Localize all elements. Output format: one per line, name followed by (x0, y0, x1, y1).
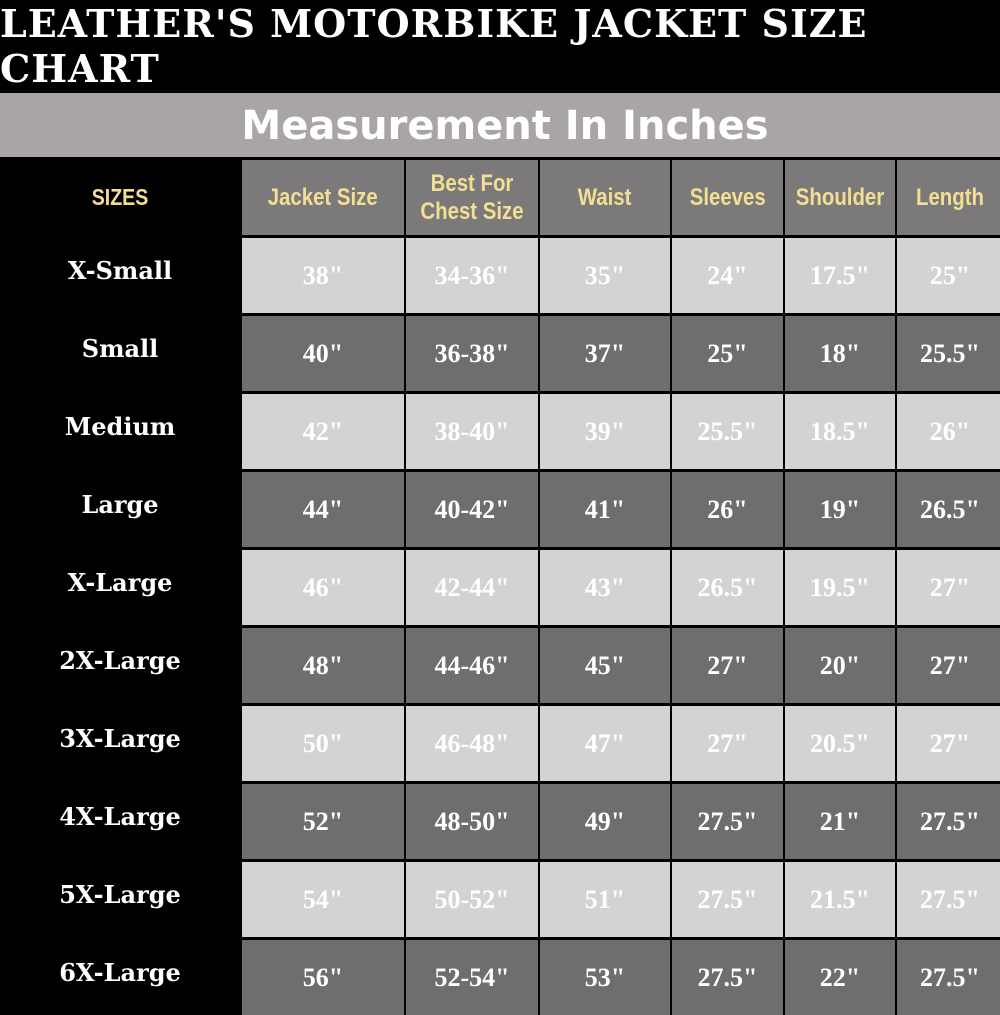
column-header: Waist (540, 160, 670, 235)
table-cell: 26" (672, 472, 783, 547)
column-header: Jacket Size (242, 160, 404, 235)
table-cell: 43" (540, 550, 670, 625)
table-cell: 26" (897, 394, 1000, 469)
page-title: LEATHER'S MOTORBIKE JACKET SIZE CHART (0, 1, 868, 91)
table-cell: 52-54" (406, 940, 538, 1015)
table-cell: 40" (242, 316, 404, 391)
table-cell: 27" (672, 628, 783, 703)
table-cell: 27" (672, 706, 783, 781)
table-cell: 47" (540, 706, 670, 781)
subtitle: Measurement In Inches (241, 103, 769, 149)
size-label: Medium (0, 394, 240, 469)
table-cell: 26.5" (672, 550, 783, 625)
table-cell: 19.5" (785, 550, 895, 625)
table-cell: 36-38" (406, 316, 538, 391)
table-cell: 44-46" (406, 628, 538, 703)
table-cell: 49" (540, 784, 670, 859)
table-cell: 38-40" (406, 394, 538, 469)
size-label: 6X-Large (0, 940, 240, 1015)
size-label: X-Small (0, 238, 240, 313)
subtitle-band: Measurement In Inches (0, 93, 1000, 157)
table-cell: 25" (897, 238, 1000, 313)
table-cell: 39" (540, 394, 670, 469)
table-cell: 48" (242, 628, 404, 703)
table-cell: 27.5" (672, 784, 783, 859)
table-cell: 27.5" (672, 940, 783, 1015)
sizes-header: SIZES (18, 160, 222, 235)
size-table: SIZES Jacket Size Best For Chest Size Waist… (0, 160, 1000, 1015)
size-label: 4X-Large (0, 784, 240, 859)
size-label: Small (0, 316, 240, 391)
table-cell: 20.5" (785, 706, 895, 781)
column-header-label: Shoulder (795, 183, 885, 211)
column-header-label: Best For Chest Size (420, 169, 524, 225)
table-cell: 17.5" (785, 238, 895, 313)
table-cell: 21.5" (785, 862, 895, 937)
table-cell: 35" (540, 238, 670, 313)
table-cell: 56" (242, 940, 404, 1015)
table-cell: 25" (672, 316, 783, 391)
table-cell: 50-52" (406, 862, 538, 937)
table-cell: 44" (242, 472, 404, 547)
table-cell: 40-42" (406, 472, 538, 547)
table-cell: 27" (897, 706, 1000, 781)
column-header: Shoulder (785, 160, 895, 235)
table-cell: 27" (897, 550, 1000, 625)
table-cell: 27.5" (897, 940, 1000, 1015)
column-header: Sleeves (672, 160, 783, 235)
table-cell: 46-48" (406, 706, 538, 781)
table-cell: 42" (242, 394, 404, 469)
table-cell: 52" (242, 784, 404, 859)
size-label: 2X-Large (0, 628, 240, 703)
table-cell: 46" (242, 550, 404, 625)
table-cell: 37" (540, 316, 670, 391)
table-cell: 18" (785, 316, 895, 391)
column-header: Best For Chest Size (406, 160, 538, 235)
table-cell: 25.5" (672, 394, 783, 469)
table-cell: 27.5" (897, 862, 1000, 937)
table-cell: 54" (242, 862, 404, 937)
table-cell: 27.5" (897, 784, 1000, 859)
table-cell: 18.5" (785, 394, 895, 469)
size-label: Large (0, 472, 240, 547)
column-header: Length (897, 160, 1000, 235)
column-header-label: Length (915, 183, 984, 211)
column-header-label: Sleeves (689, 183, 766, 211)
table-cell: 20" (785, 628, 895, 703)
table-cell: 19" (785, 472, 895, 547)
table-cell: 38" (242, 238, 404, 313)
table-cell: 50" (242, 706, 404, 781)
table-cell: 41" (540, 472, 670, 547)
column-header-label: Waist (578, 183, 632, 211)
table-cell: 27.5" (672, 862, 783, 937)
table-cell: 34-36" (406, 238, 538, 313)
table-cell: 51" (540, 862, 670, 937)
table-cell: 21" (785, 784, 895, 859)
table-cell: 27" (897, 628, 1000, 703)
table-cell: 26.5" (897, 472, 1000, 547)
size-label: 3X-Large (0, 706, 240, 781)
column-header-label: Jacket Size (267, 183, 378, 211)
table-cell: 48-50" (406, 784, 538, 859)
table-cell: 45" (540, 628, 670, 703)
size-label: 5X-Large (0, 862, 240, 937)
table-cell: 42-44" (406, 550, 538, 625)
table-cell: 24" (672, 238, 783, 313)
table-cell: 53" (540, 940, 670, 1015)
table-cell: 22" (785, 940, 895, 1015)
table-cell: 25.5" (897, 316, 1000, 391)
size-label: X-Large (0, 550, 240, 625)
